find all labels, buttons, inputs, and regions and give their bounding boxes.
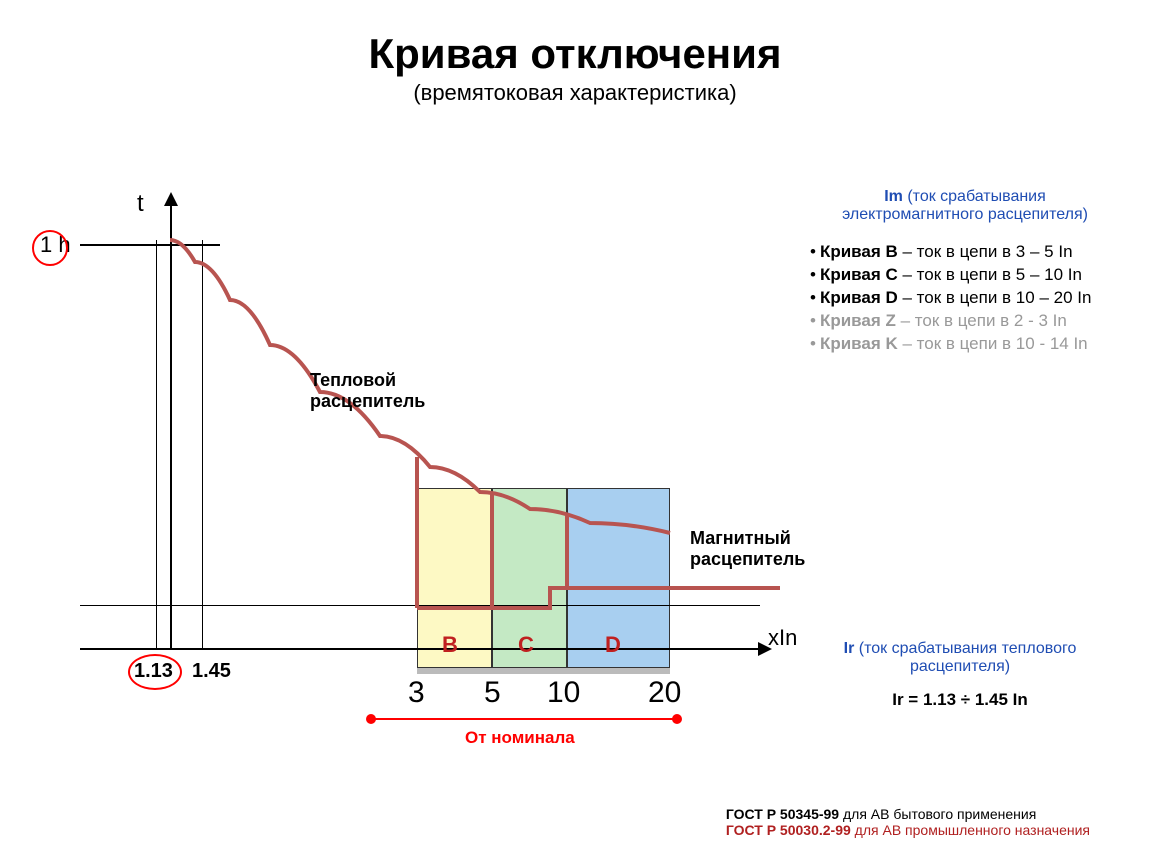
trip-curve-chart: t xIn 1 h 1.13 1.45 B C D 3 5 10 20 От н… [60,170,780,730]
curve-list-item: Кривая B – ток в цепи в 3 – 5 In [810,242,1120,262]
ir-block: Ir (ток срабатывания теплового расцепите… [810,640,1110,710]
nominal-range-label: От номинала [465,728,575,748]
im-header: Im (ток срабатывания [810,188,1120,206]
im-subheader: электромагнитного расцепителя) [810,206,1120,224]
x-tick-5: 5 [484,676,501,710]
curve-list-item: Кривая Z – ток в цепи в 2 - 3 In [810,311,1120,331]
ir-equation: Ir = 1.13 ÷ 1.45 In [810,690,1110,710]
curve-list: Кривая B – ток в цепи в 3 – 5 In Кривая C… [810,242,1120,354]
curve-list-item: Кривая C – ток в цепи в 5 – 10 In [810,265,1120,285]
gost-footnote: ГОСТ Р 50345-99 для АВ бытового применен… [726,806,1090,838]
nominal-range-line [371,718,677,720]
curve-list-item: Кривая K – ток в цепи в 10 - 14 In [810,334,1120,354]
y-tick-1h-highlight-icon [32,230,68,266]
page-title: Кривая отключения [0,0,1150,78]
thermal-release-label: Тепловой расцепитель [310,370,425,412]
x-tick-145-label: 1.45 [192,660,231,683]
curve-list-item: Кривая D – ток в цепи в 10 – 20 In [810,288,1120,308]
x-tick-20: 20 [648,676,681,710]
x-tick-3: 3 [408,676,425,710]
trip-curve-svg [60,170,780,730]
gost-line-2: ГОСТ Р 50030.2-99 для АВ промышленного н… [726,822,1090,838]
x-tick-113-highlight-icon [128,654,182,690]
x-tick-10: 10 [547,676,580,710]
side-panel: Im (ток срабатывания электромагнитного р… [810,188,1120,357]
magnetic-release-label: Магнитный расцепитель [690,528,805,570]
nominal-range-dot-icon [366,714,376,724]
zone-b-label: B [442,632,458,658]
nominal-range-dot-icon [672,714,682,724]
gost-line-1: ГОСТ Р 50345-99 для АВ бытового применен… [726,806,1090,822]
ir-subheader: расцепителя) [810,658,1110,676]
page-subtitle: (времятоковая характеристика) [0,80,1150,106]
y-axis-label: t [137,190,144,218]
zone-d-label: D [605,632,621,658]
zone-c-label: C [518,632,534,658]
x-axis-label: xIn [768,625,797,651]
ir-header: Ir (ток срабатывания теплового [810,640,1110,658]
